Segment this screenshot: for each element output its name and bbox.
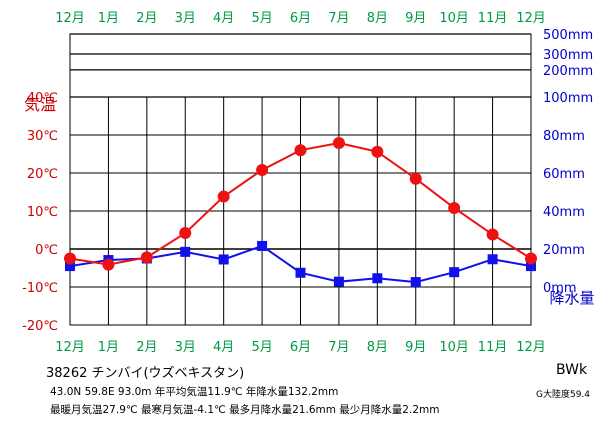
month-label-bottom: 8月 [367, 340, 388, 355]
month-label-bottom: 6月 [290, 340, 311, 355]
month-label-bottom: 11月 [478, 340, 508, 355]
precipitation-axis-label: 降水量 [549, 289, 594, 307]
temperature-tick-label: 20℃ [27, 167, 58, 182]
month-label-bottom: 10月 [439, 340, 469, 355]
month-label-bottom: 12月 [55, 340, 85, 355]
precipitation-tick-label: 0mm [543, 281, 577, 296]
temperature-tick-label: 10℃ [27, 205, 58, 220]
precipitation-point [526, 261, 536, 272]
temperature-tick-label: -10℃ [22, 281, 58, 296]
month-label-top: 6月 [290, 11, 311, 26]
temperature-point [102, 258, 115, 271]
month-label-bottom: 9月 [405, 340, 426, 355]
temperature-point [525, 252, 537, 265]
month-label-bottom: 7月 [328, 340, 349, 355]
month-label-top: 9月 [405, 11, 426, 26]
precipitation-point [257, 240, 268, 251]
precipitation-point [410, 277, 421, 288]
month-label-top: 3月 [175, 11, 196, 26]
month-label-bottom: 12月 [516, 340, 546, 355]
precipitation-tick-label: 40mm [543, 205, 585, 220]
temperature-point [371, 145, 384, 158]
precipitation-point [65, 261, 75, 272]
station-extremes: 最暖月気温27.9℃ 最寒月気温-4.1℃ 最多月降水量21.6mm 最少月降水… [50, 404, 440, 416]
month-label-top: 10月 [439, 11, 469, 26]
temperature-tick-label: -20℃ [22, 319, 58, 334]
climate-chart: 12月 1月 2月 3月 4月 5月 6月 7月 8月 9月 10月 11月 12月 12月 1月 2月 3月… [22, 11, 594, 355]
month-label-bottom: 3月 [175, 340, 196, 355]
temperature-point [64, 252, 76, 265]
month-label-top: 7月 [328, 11, 349, 26]
month-label-top: 8月 [367, 11, 388, 26]
temperature-point [294, 144, 307, 157]
precipitation-tick-label: 80mm [543, 129, 585, 144]
climate-class: BWk [556, 362, 588, 378]
month-label-bottom: 5月 [251, 340, 272, 355]
precipitation-tick-label: 500mm [543, 28, 593, 43]
temperature-point [332, 136, 345, 149]
precipitation-point [372, 273, 383, 284]
precipitation-point [180, 246, 191, 257]
temperature-point [448, 201, 461, 214]
precipitation-tick-label: 100mm [543, 91, 593, 106]
month-label-top: 11月 [478, 11, 508, 26]
top-month-labels: 12月 1月 2月 3月 4月 5月 6月 7月 8月 9月 10月 11月 12月 [55, 11, 546, 26]
bottom-month-labels: 12月 1月 2月 3月 4月 5月 6月 7月 8月 9月 10月 11月 12月 [55, 340, 546, 355]
month-label-top: 12月 [516, 11, 546, 26]
precipitation-point [218, 254, 229, 265]
temperature-point [486, 228, 499, 241]
precipitation-tick-label: 20mm [543, 243, 585, 258]
temperature-point [140, 251, 153, 264]
chart-series [64, 136, 537, 288]
temperature-axis-label: 気温 [24, 95, 56, 114]
temperature-point [179, 227, 192, 240]
station-name: 38262 チンバイ(ウズベキスタン) [46, 366, 245, 381]
chart-grid [69, 33, 532, 326]
station-summary: 43.0N 59.8E 93.0m 年平均気温11.9℃ 年降水量132.2mm [50, 386, 339, 398]
precipitation-tick-label: 60mm [543, 167, 585, 182]
temperature-tick-labels: 40℃ 30℃ 20℃ 10℃ 0℃ -10℃ -20℃ [22, 91, 58, 334]
precipitation-tick-label: 200mm [543, 64, 593, 79]
month-label-top: 1月 [98, 11, 119, 26]
month-label-top: 5月 [251, 11, 272, 26]
precipitation-tick-label: 300mm [543, 48, 593, 63]
month-label-top: 2月 [136, 11, 157, 26]
month-label-bottom: 2月 [136, 340, 157, 355]
month-label-top: 4月 [213, 11, 234, 26]
temperature-tick-label: 30℃ [27, 129, 58, 144]
temperature-tick-label: 40℃ [27, 91, 58, 106]
temperature-point [409, 172, 422, 185]
precipitation-point [295, 267, 306, 278]
continentality-index: G大陸度59.4 [536, 390, 591, 400]
temperature-point [256, 163, 269, 176]
month-label-bottom: 4月 [213, 340, 234, 355]
month-label-top: 12月 [55, 11, 85, 26]
precipitation-point [487, 254, 498, 265]
precipitation-point [449, 267, 460, 278]
temperature-point [217, 190, 230, 203]
month-label-bottom: 1月 [98, 340, 119, 355]
precipitation-point [333, 276, 344, 287]
temperature-tick-label: 0℃ [35, 243, 58, 258]
